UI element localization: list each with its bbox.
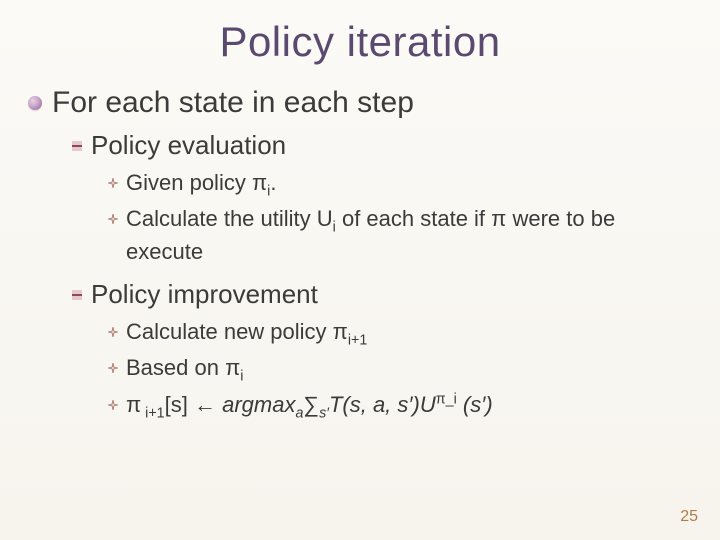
cross-bullet-icon <box>72 141 82 151</box>
level1-text: For each state in each step <box>52 86 414 120</box>
slide: Policy iteration For each state in each … <box>0 0 720 540</box>
level3-item: Based on πi <box>108 354 692 386</box>
level1-item: For each state in each step <box>28 86 692 120</box>
flower-bullet-icon <box>108 400 118 410</box>
flower-bullet-icon <box>108 178 118 188</box>
flower-bullet-icon <box>108 327 118 337</box>
level3-text: Given policy πi. <box>126 169 276 201</box>
sphere-bullet-icon <box>28 96 42 110</box>
level2-text: Policy evaluation <box>91 130 286 161</box>
slide-number: 25 <box>680 508 698 526</box>
level3-text: Calculate the utility Ui of each state i… <box>126 205 692 265</box>
slide-title: Policy iteration <box>28 18 692 66</box>
level3-item: Given policy πi. <box>108 169 692 201</box>
level3-text: Calculate new policy πi+1 <box>126 318 367 350</box>
level3-item: Calculate the utility Ui of each state i… <box>108 205 692 265</box>
level2-item: Policy improvement <box>72 279 692 310</box>
level3-text: Based on πi <box>126 354 243 386</box>
level2-item: Policy evaluation <box>72 130 692 161</box>
level3-item: π i+1[s] ← argmaxa∑s′T(s, a, s′)Uπ_i (s′… <box>108 391 692 423</box>
flower-bullet-icon <box>108 363 118 373</box>
level3-text-formula: π i+1[s] ← argmaxa∑s′T(s, a, s′)Uπ_i (s′… <box>126 391 493 423</box>
cross-bullet-icon <box>72 290 82 300</box>
flower-bullet-icon <box>108 214 118 224</box>
level3-item: Calculate new policy πi+1 <box>108 318 692 350</box>
level2-text: Policy improvement <box>91 279 318 310</box>
